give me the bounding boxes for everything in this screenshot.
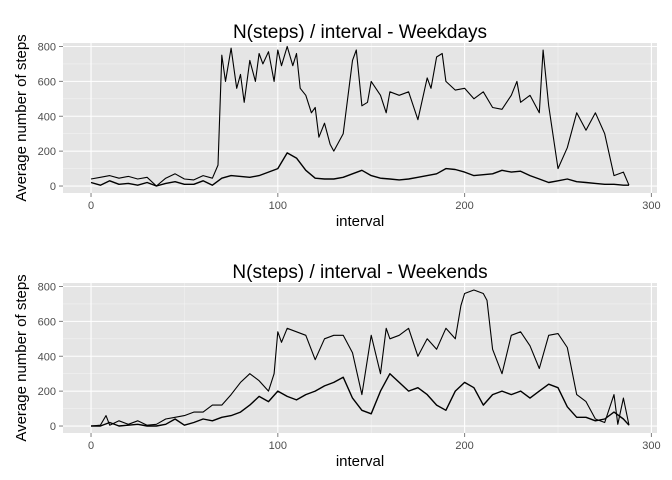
- x-tick-label: 200: [455, 200, 473, 212]
- x-axis-title: interval: [336, 453, 384, 470]
- x-tick-label: 200: [455, 440, 473, 452]
- y-tick-label: 800: [38, 281, 56, 293]
- y-tick-label: 0: [50, 181, 56, 193]
- chart-panel-2: 0 200 400 600 800 0 100 200 300 N(steps) / interv…: [13, 262, 661, 470]
- x-tick-label: 100: [269, 200, 287, 212]
- x-tick-label: 300: [642, 200, 660, 212]
- series-line-2: [90, 289, 630, 427]
- y-tick-label: 200: [38, 386, 56, 398]
- series-line-2: [90, 45, 630, 187]
- y-tick-label: 600: [38, 316, 56, 328]
- y-tick-label: 600: [38, 76, 56, 88]
- y-axis-title: Average number of steps: [13, 34, 30, 201]
- plot-background: [63, 283, 657, 433]
- series-line-1: [91, 373, 630, 427]
- chart-panel-1: 0 200 400 600 800 0 100 200 300 N(steps) / interv…: [13, 22, 661, 230]
- x-tick-label: 0: [88, 200, 94, 212]
- chart-title: N(steps) / interval - Weekends: [232, 262, 487, 283]
- y-tick-label: 200: [38, 146, 56, 158]
- y-tick-label: 400: [38, 111, 56, 123]
- y-tick-label: 0: [50, 421, 56, 433]
- x-tick-label: 0: [88, 440, 94, 452]
- x-tick-label: 100: [269, 440, 287, 452]
- y-axis-title: Average number of steps: [13, 274, 30, 441]
- y-tick-label: 800: [38, 41, 56, 53]
- x-axis-title: interval: [336, 213, 384, 230]
- series-line-1: [90, 152, 629, 187]
- y-tick-label: 400: [38, 351, 56, 363]
- x-tick-label: 300: [642, 440, 660, 452]
- chart-title: N(steps) / interval - Weekdays: [233, 22, 487, 43]
